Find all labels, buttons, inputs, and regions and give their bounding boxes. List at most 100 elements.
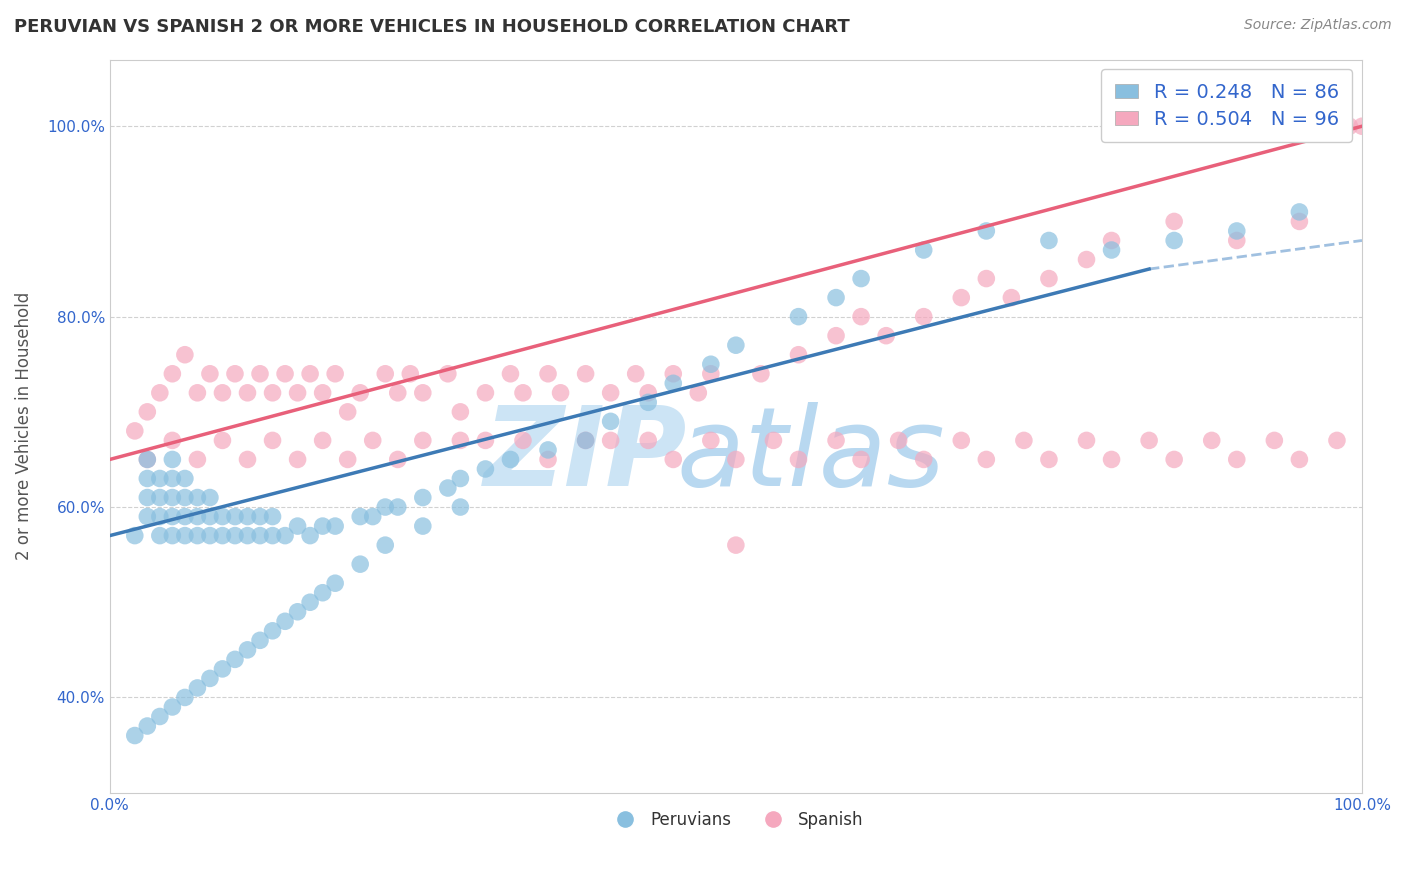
Point <box>323 519 346 533</box>
Point <box>149 709 172 723</box>
Point <box>762 434 785 448</box>
Point <box>474 434 496 448</box>
Point <box>236 643 259 657</box>
Point <box>1288 452 1310 467</box>
Point <box>349 509 371 524</box>
Point <box>336 405 359 419</box>
Point <box>299 528 322 542</box>
Point <box>449 500 471 514</box>
Point <box>124 528 146 542</box>
Point <box>950 434 973 448</box>
Point <box>186 452 208 467</box>
Point <box>1038 271 1060 285</box>
Point <box>1163 214 1185 228</box>
Point <box>136 452 159 467</box>
Text: Source: ZipAtlas.com: Source: ZipAtlas.com <box>1244 18 1392 32</box>
Point <box>136 452 159 467</box>
Point <box>825 434 848 448</box>
Point <box>136 405 159 419</box>
Text: ZIP: ZIP <box>484 402 688 509</box>
Point <box>912 452 935 467</box>
Point <box>173 471 195 485</box>
Point <box>186 528 208 542</box>
Point <box>512 385 534 400</box>
Point <box>162 367 184 381</box>
Legend: Peruvians, Spanish: Peruvians, Spanish <box>602 805 870 836</box>
Point <box>287 385 309 400</box>
Text: atlas: atlas <box>676 402 945 509</box>
Point <box>1137 434 1160 448</box>
Point <box>198 528 221 542</box>
Point <box>162 509 184 524</box>
Point <box>1201 434 1223 448</box>
Point <box>236 528 259 542</box>
Point <box>976 271 998 285</box>
Point <box>136 509 159 524</box>
Point <box>374 538 396 552</box>
Point <box>412 385 434 400</box>
Point <box>211 662 233 676</box>
Point <box>173 348 195 362</box>
Point <box>688 385 710 400</box>
Point <box>211 434 233 448</box>
Point <box>1012 434 1035 448</box>
Point <box>637 385 659 400</box>
Point <box>912 310 935 324</box>
Point <box>186 385 208 400</box>
Point <box>198 491 221 505</box>
Point <box>537 452 560 467</box>
Point <box>349 557 371 571</box>
Point <box>724 452 747 467</box>
Point <box>124 424 146 438</box>
Point <box>323 367 346 381</box>
Point <box>124 729 146 743</box>
Point <box>136 471 159 485</box>
Point <box>724 538 747 552</box>
Point <box>399 367 422 381</box>
Point <box>976 224 998 238</box>
Point <box>198 367 221 381</box>
Point <box>224 652 246 666</box>
Point <box>1101 234 1123 248</box>
Point <box>849 271 872 285</box>
Point <box>700 357 723 371</box>
Point <box>287 605 309 619</box>
Point <box>825 291 848 305</box>
Point <box>387 500 409 514</box>
Point <box>1076 252 1098 267</box>
Point <box>437 481 460 495</box>
Point <box>262 528 284 542</box>
Point <box>249 633 271 648</box>
Point <box>186 681 208 695</box>
Point <box>1288 205 1310 219</box>
Point <box>1038 452 1060 467</box>
Point <box>1263 434 1285 448</box>
Point <box>162 528 184 542</box>
Point <box>976 452 998 467</box>
Point <box>412 519 434 533</box>
Point <box>262 624 284 638</box>
Point <box>149 528 172 542</box>
Point <box>224 509 246 524</box>
Point <box>474 462 496 476</box>
Point <box>1326 434 1348 448</box>
Point <box>437 367 460 381</box>
Point <box>173 690 195 705</box>
Point <box>162 491 184 505</box>
Point <box>236 509 259 524</box>
Point <box>787 348 810 362</box>
Point <box>323 576 346 591</box>
Point <box>387 452 409 467</box>
Point <box>374 367 396 381</box>
Point <box>537 367 560 381</box>
Point <box>136 719 159 733</box>
Point <box>849 310 872 324</box>
Point <box>198 509 221 524</box>
Point <box>849 452 872 467</box>
Text: PERUVIAN VS SPANISH 2 OR MORE VEHICLES IN HOUSEHOLD CORRELATION CHART: PERUVIAN VS SPANISH 2 OR MORE VEHICLES I… <box>14 18 849 36</box>
Point <box>274 367 297 381</box>
Point <box>624 367 647 381</box>
Point <box>224 528 246 542</box>
Point <box>173 509 195 524</box>
Point <box>162 700 184 714</box>
